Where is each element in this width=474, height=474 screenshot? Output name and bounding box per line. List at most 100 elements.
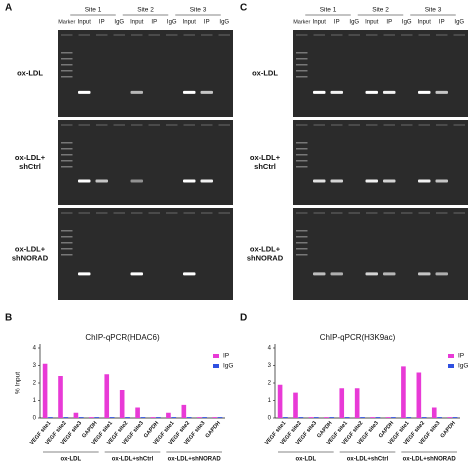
lane-label: IgG	[114, 20, 124, 26]
well	[218, 212, 230, 214]
bar	[370, 417, 375, 418]
band	[383, 272, 396, 276]
bar	[150, 417, 156, 418]
site-label: Site 3	[190, 7, 207, 14]
bar	[339, 388, 345, 418]
well	[366, 212, 378, 214]
band	[418, 90, 431, 94]
bar	[196, 417, 202, 418]
lane-label: Marker	[293, 19, 310, 25]
well	[61, 212, 73, 214]
ladder-band	[296, 242, 308, 244]
legend-swatch	[213, 354, 219, 358]
well	[166, 212, 178, 214]
well	[453, 212, 465, 214]
bar	[73, 412, 79, 418]
well	[348, 124, 360, 126]
well	[436, 124, 448, 126]
well	[296, 34, 308, 36]
legend-label: IP	[458, 353, 464, 360]
lane-label: IgG	[167, 20, 177, 26]
ladder-band	[61, 230, 73, 232]
band	[365, 179, 378, 183]
lane-label: IP	[334, 20, 340, 26]
ladder-band	[296, 58, 308, 60]
bar	[212, 417, 217, 418]
ladder-band	[61, 154, 73, 156]
band	[435, 90, 448, 94]
band	[418, 179, 431, 183]
well	[148, 212, 160, 214]
row-label: ox-LDL+	[250, 244, 281, 253]
lane-label: IP	[99, 20, 105, 26]
group-label: ox-LDL+shNORAD	[168, 457, 222, 463]
well	[436, 212, 448, 214]
row-label: shCtrl	[254, 162, 276, 171]
bar	[171, 417, 177, 418]
panel-letter: B	[5, 313, 12, 324]
well	[166, 124, 178, 126]
bar	[135, 407, 140, 418]
well	[148, 34, 160, 36]
ladder-band	[296, 76, 308, 78]
legend-label: IgG	[458, 363, 468, 370]
ladder-band	[296, 154, 308, 156]
well	[113, 124, 125, 126]
legend-label: IgG	[223, 363, 233, 370]
well	[418, 124, 430, 126]
band	[365, 272, 378, 276]
bar	[140, 417, 146, 418]
well	[183, 124, 195, 126]
legend-swatch	[448, 364, 454, 368]
bar	[406, 417, 412, 418]
bar	[125, 417, 130, 418]
well	[331, 124, 343, 126]
legend-label: IP	[223, 353, 229, 360]
y-tick-label: 4	[268, 346, 272, 352]
band	[330, 179, 343, 183]
lane-label: IgG	[219, 20, 229, 26]
bar	[104, 374, 110, 418]
bar	[298, 417, 304, 418]
lane-label: Input	[183, 20, 197, 26]
ladder-band	[61, 248, 73, 250]
well	[401, 34, 413, 36]
bar	[324, 417, 329, 418]
band	[418, 272, 431, 276]
well	[436, 34, 448, 36]
y-tick-label: 3	[268, 363, 272, 369]
ladder-band	[61, 52, 73, 54]
bar	[447, 417, 452, 418]
x-tick-label: GAPDH	[205, 420, 222, 439]
well	[201, 34, 213, 36]
y-tick-label: 2	[33, 381, 37, 387]
band	[383, 90, 396, 94]
lane-label: Input	[365, 20, 379, 26]
well	[96, 212, 108, 214]
lane-label: IP	[439, 20, 445, 26]
band	[383, 179, 396, 183]
gel-image	[58, 30, 233, 117]
well	[166, 34, 178, 36]
well	[313, 124, 325, 126]
ladder-band	[296, 148, 308, 150]
row-label: shNORAD	[247, 253, 284, 262]
bar	[89, 417, 94, 418]
band	[330, 272, 343, 276]
band	[95, 179, 108, 183]
well	[183, 34, 195, 36]
row-label: ox-LDL	[252, 68, 278, 77]
bar	[202, 417, 207, 418]
panel-letter: D	[240, 313, 247, 324]
gel-image	[58, 120, 233, 205]
chart-title: ChIP-qPCR(H3K9ac)	[320, 333, 396, 342]
y-tick-label: 3	[33, 363, 37, 369]
bar	[314, 417, 319, 418]
bar	[385, 417, 391, 418]
legend-swatch	[448, 354, 454, 358]
bar	[416, 372, 422, 418]
ladder-band	[61, 242, 73, 244]
y-tick-label: 2	[268, 381, 272, 387]
bar	[156, 417, 161, 418]
bar	[63, 417, 69, 418]
